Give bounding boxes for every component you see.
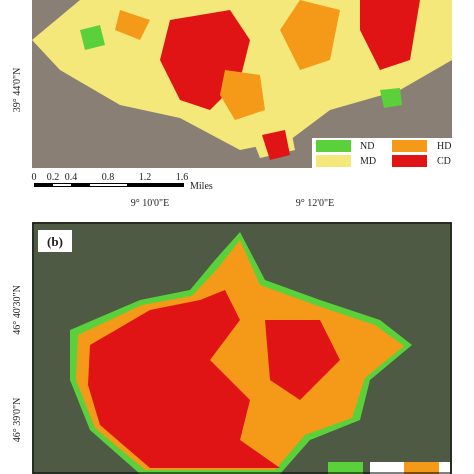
map-b bbox=[32, 222, 452, 474]
scale-label: 0 bbox=[32, 172, 37, 183]
scale-bar: 0 0.2 0.4 0.8 1.2 1.6 Miles bbox=[32, 172, 213, 192]
lon-label: 9° 12'0"E bbox=[296, 198, 335, 209]
lat-label: 46° 39'0"N bbox=[12, 398, 23, 443]
map-a: ND HD MD CD bbox=[32, 0, 452, 168]
scale-unit: Miles bbox=[190, 181, 213, 192]
scale-label: 0.4 bbox=[65, 172, 78, 183]
legend-label: CD bbox=[437, 156, 451, 167]
scale-label: 0.8 bbox=[102, 172, 115, 183]
legend-label: MD bbox=[360, 156, 376, 167]
legend-label: HD bbox=[437, 141, 451, 152]
scale-label: 1.2 bbox=[139, 172, 152, 183]
scale-label: 0.2 bbox=[47, 172, 60, 183]
lat-label: 39° 44'0"N bbox=[12, 68, 23, 113]
lat-label: 46° 40'30"N bbox=[12, 285, 23, 335]
scale-label: 1.6 bbox=[176, 172, 189, 183]
legend-label: ND bbox=[360, 141, 374, 152]
panel-label: (b) bbox=[47, 234, 63, 249]
lon-label: 9° 10'0"E bbox=[131, 198, 170, 209]
